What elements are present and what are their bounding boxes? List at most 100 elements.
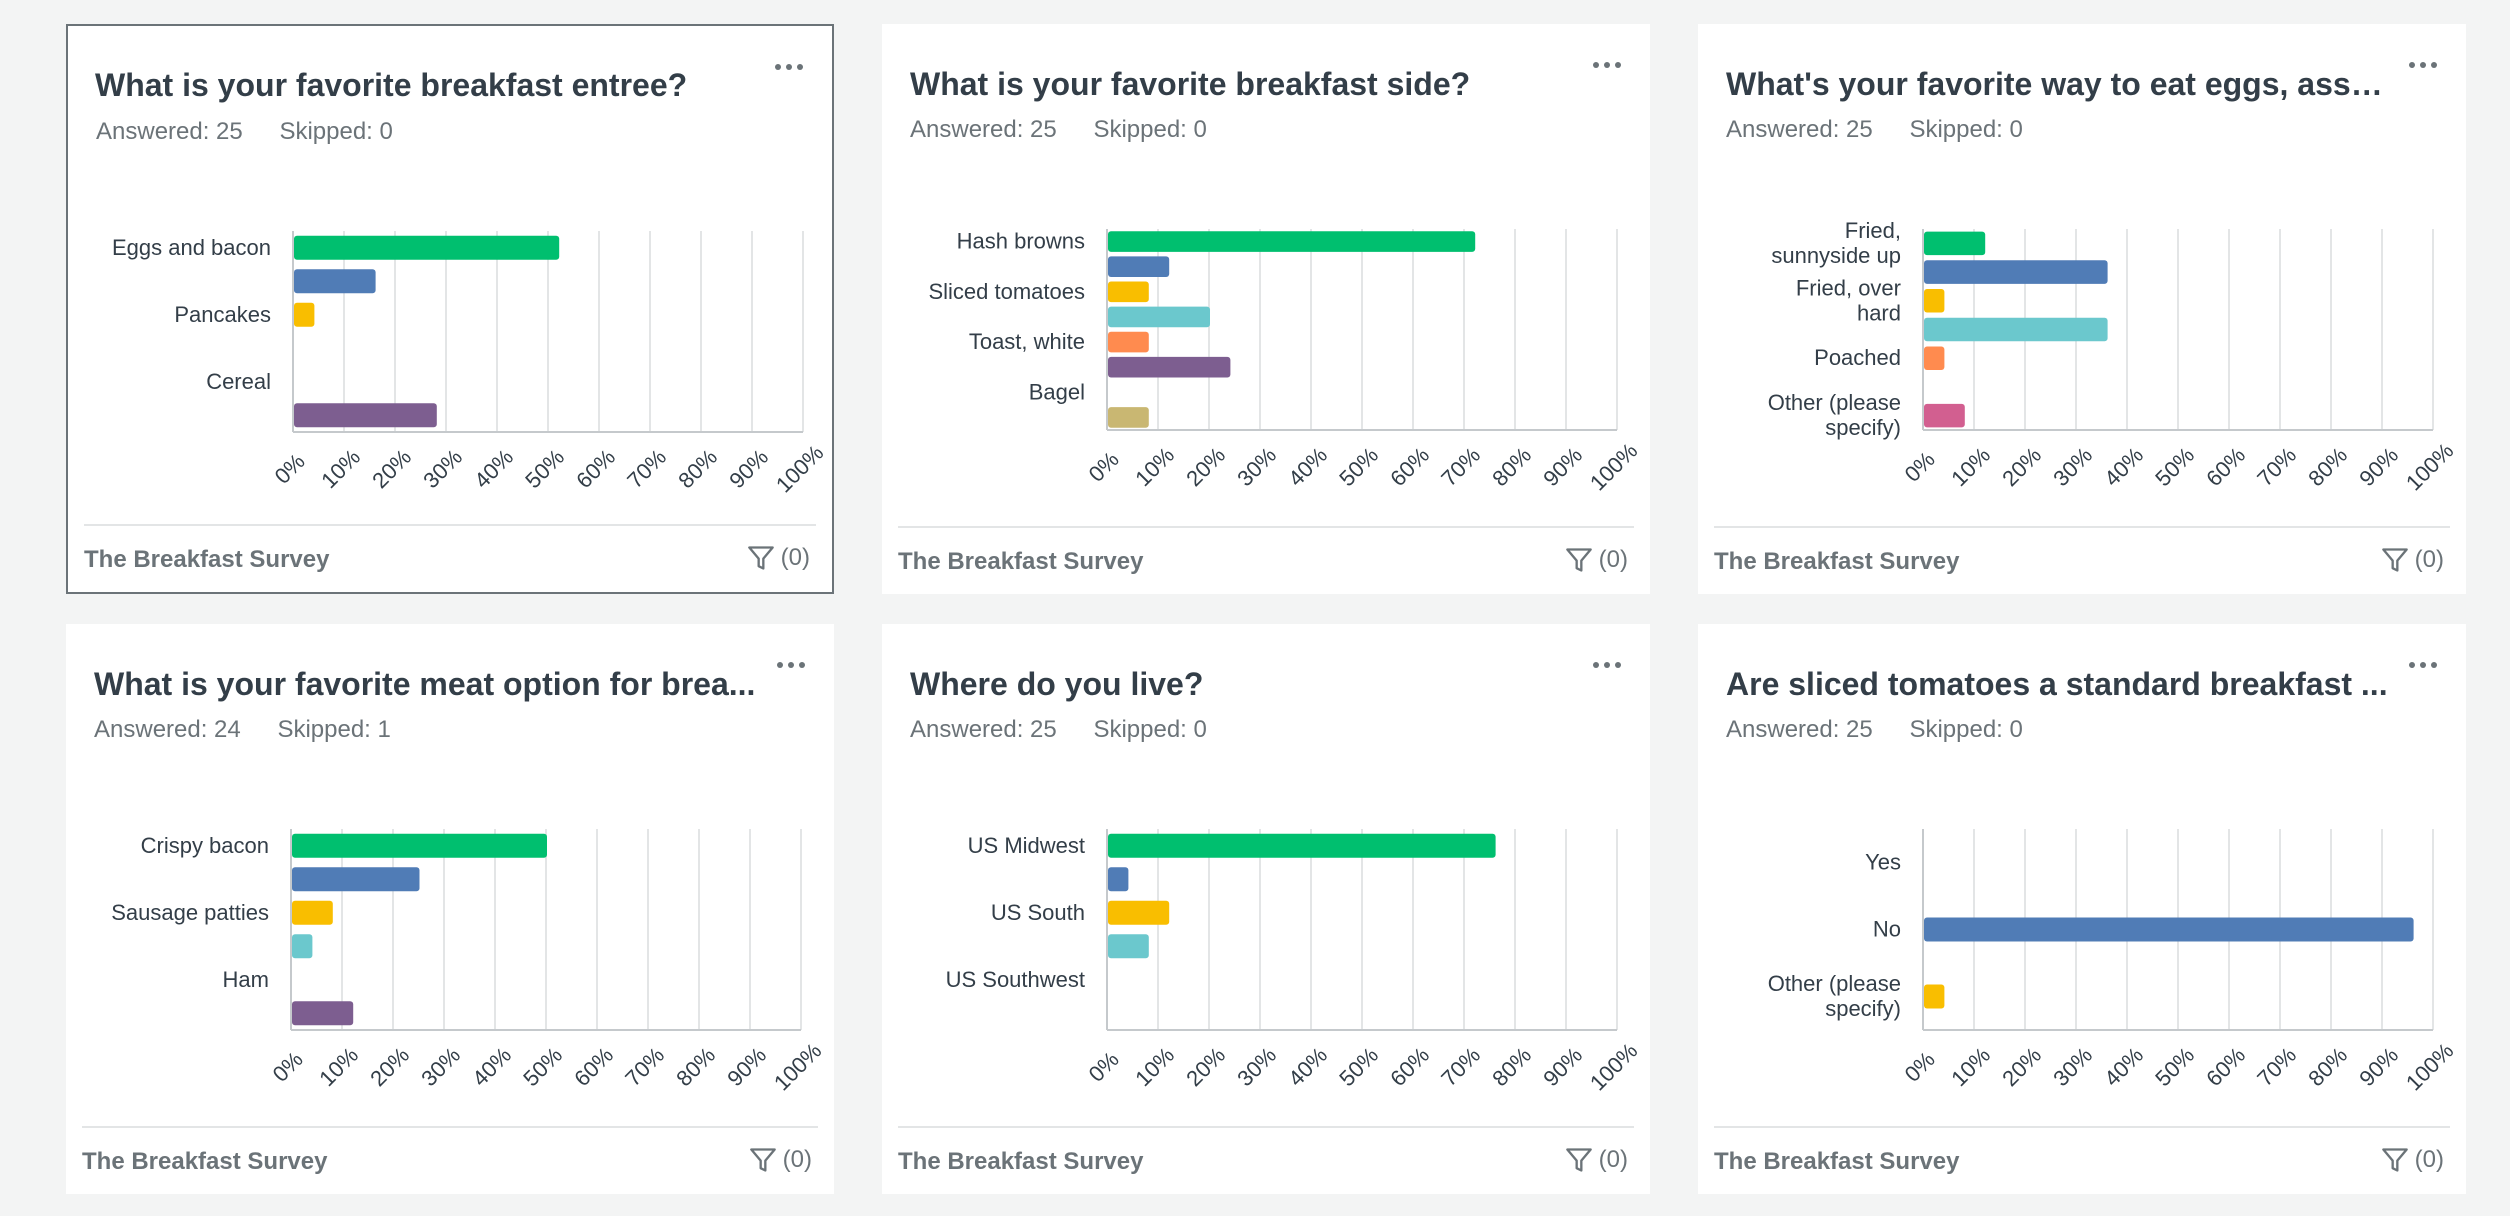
card-footer: The Breakfast Survey (0) [82,1126,818,1194]
survey-name-link[interactable]: The Breakfast Survey [898,548,1144,575]
x-tick-label: 10% [314,1042,363,1091]
survey-name-link[interactable]: The Breakfast Survey [1714,1148,1960,1175]
x-tick-label: 30% [416,1042,465,1091]
x-tick-label: 50% [518,1042,567,1091]
category-label: Other (please specify) [1768,390,1901,440]
question-card[interactable]: What is your favorite breakfast side? An… [882,24,1650,594]
skipped-count: Skipped: 0 [1909,116,2023,143]
x-tick-label: 20% [1181,442,1230,491]
response-stats: Answered: 25 Skipped: 0 [910,716,1237,744]
question-title[interactable]: What is your favorite breakfast side? [910,66,1471,102]
filter-button[interactable]: (0) [1565,546,1628,574]
x-tick-label: 0% [1900,1047,1940,1087]
x-tick-label: 10% [1130,442,1179,491]
answered-count: Answered: 25 [96,118,243,145]
filter-button[interactable]: (0) [1565,1146,1628,1174]
x-tick-label: 50% [1334,442,1383,491]
x-tick-label: 0% [270,449,310,489]
filter-button[interactable]: (0) [2381,546,2444,574]
question-card[interactable]: What is your favorite breakfast entree? … [66,24,834,594]
bar [294,235,560,260]
more-options-icon[interactable] [776,654,806,674]
bar-chart: 0% 10% 20% 30% 40% 50% 60% 70% 80% 90%100% US Midw… [946,829,1642,1095]
x-tick-label: 70% [2252,442,2301,491]
question-title[interactable]: Are sliced tomatoes a standard breakfast… [1726,666,2388,702]
category-label: No [1873,917,1901,942]
x-tick-label: 70% [1436,442,1485,491]
card-footer: The Breakfast Survey (0) [1714,1126,2450,1194]
x-tick-label: 20% [1997,1042,2046,1091]
question-title[interactable]: What is your favorite meat option for br… [94,666,756,702]
x-tick-label: 40% [469,444,518,493]
card-footer: The Breakfast Survey (0) [898,526,1634,594]
bar [1108,867,1129,892]
bar [1924,403,1965,428]
filter-button[interactable]: (0) [747,544,810,572]
bar [1108,281,1149,303]
filter-button[interactable]: (0) [749,1146,812,1174]
x-tick-label: 100% [1585,1038,1642,1095]
x-tick-label: 20% [365,1042,414,1091]
category-label: Sausage patties [111,900,269,925]
x-tick-label: 80% [1487,442,1536,491]
bar [292,833,547,858]
x-tick-label: 30% [2048,1042,2097,1091]
more-options-icon[interactable] [1592,654,1622,674]
survey-name-link[interactable]: The Breakfast Survey [1714,548,1960,575]
x-tick-label: 50% [2150,442,2199,491]
answered-count: Answered: 25 [1726,716,1873,743]
x-tick-label: 70% [622,444,671,493]
question-title[interactable]: What is your favorite breakfast entree? [95,67,688,103]
more-options-icon[interactable] [2408,54,2438,74]
bar [1924,231,1986,256]
question-card[interactable]: What is your favorite meat option for br… [66,624,834,1194]
bar [1924,984,1945,1009]
more-options-icon[interactable] [774,56,804,76]
filter-icon [2381,1148,2408,1172]
x-tick-label: 70% [1436,1042,1485,1091]
x-tick-label: 0% [1084,447,1124,487]
category-label: Eggs and bacon [112,235,271,260]
x-tick-label: 30% [2048,442,2097,491]
survey-name-link[interactable]: The Breakfast Survey [898,1148,1144,1175]
answered-count: Answered: 24 [94,716,241,743]
category-label: Fried, sunnyside up [1771,218,1901,268]
question-title[interactable]: What's your favorite way to eat eggs, as… [1726,66,2396,102]
answered-count: Answered: 25 [1726,116,1873,143]
response-stats: Answered: 25 Skipped: 0 [1726,116,2053,144]
more-options-icon[interactable] [1592,54,1622,74]
x-tick-label: 60% [569,1042,618,1091]
bar [1924,317,2108,342]
bar [292,934,313,959]
x-tick-label: 0% [1084,1047,1124,1087]
filter-button[interactable]: (0) [2381,1146,2444,1174]
x-tick-label: 90% [1538,1042,1587,1091]
x-tick-label: 40% [1283,1042,1332,1091]
x-tick-label: 70% [620,1042,669,1091]
x-tick-label: 20% [1997,442,2046,491]
x-tick-label: 60% [1385,1042,1434,1091]
question-card[interactable]: Where do you live? Answered: 25 Skipped:… [882,624,1650,1194]
skipped-count: Skipped: 0 [1909,716,2023,743]
category-label: US Southwest [946,967,1085,992]
survey-name-link[interactable]: The Breakfast Survey [82,1148,328,1175]
x-tick-label: 10% [1946,442,1995,491]
x-tick-label: 90% [722,1042,771,1091]
category-label: Ham [223,967,269,992]
question-card[interactable]: Are sliced tomatoes a standard breakfast… [1698,624,2466,1194]
x-tick-label: 40% [2099,442,2148,491]
filter-count: (0) [1598,1146,1628,1173]
category-label: Bagel [1029,379,1085,404]
skipped-count: Skipped: 0 [1093,716,1207,743]
filter-icon [1565,1148,1592,1172]
question-title[interactable]: Where do you live? [910,666,1204,702]
bar [294,403,437,428]
category-label: Poached [1814,345,1901,370]
x-tick-label: 50% [1334,1042,1383,1091]
more-options-icon[interactable] [2408,654,2438,674]
skipped-count: Skipped: 1 [277,716,391,743]
filter-count: (0) [782,1146,812,1173]
survey-name-link[interactable]: The Breakfast Survey [84,546,330,573]
question-card[interactable]: What's your favorite way to eat eggs, as… [1698,24,2466,594]
answered-count: Answered: 25 [910,116,1057,143]
